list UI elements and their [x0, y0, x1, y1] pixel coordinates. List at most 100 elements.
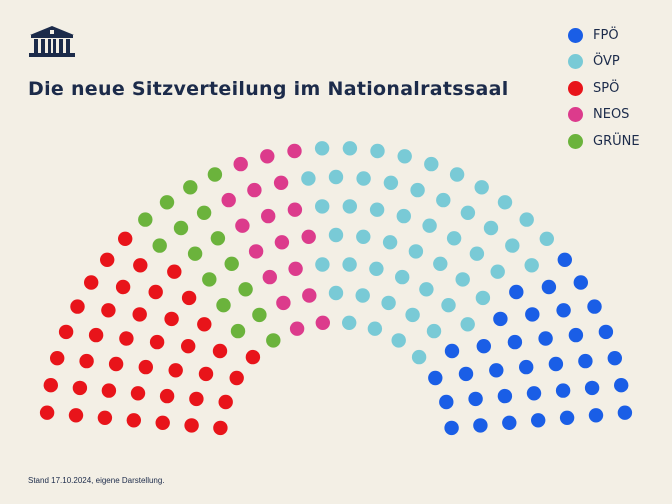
seat-övp	[315, 199, 330, 214]
seat-fpö	[458, 366, 474, 382]
seat-spö	[101, 303, 116, 318]
legend-label: ÖVP	[593, 54, 620, 70]
seat-fpö	[525, 307, 540, 322]
legend: FPÖ ÖVP SPÖ NEOS GRÜNE	[568, 22, 640, 155]
seat-grüne	[196, 205, 212, 220]
seat-övp	[383, 175, 399, 190]
legend-swatch	[568, 133, 583, 149]
seat-spö	[229, 370, 244, 386]
seat-grüne	[183, 180, 198, 195]
seat-grüne	[216, 298, 231, 313]
seat-övp	[441, 298, 456, 313]
seat-övp	[315, 257, 330, 272]
seat-grüne	[210, 231, 226, 246]
seat-neos	[261, 208, 276, 224]
parliament-building-icon	[29, 26, 75, 57]
seat-fpö	[439, 394, 454, 410]
seat-övp	[369, 202, 385, 217]
legend-item: FPÖ	[568, 22, 640, 49]
seat-neos	[274, 235, 290, 250]
seat-övp	[342, 199, 357, 214]
seat-övp	[446, 231, 462, 246]
seat-övp	[356, 229, 371, 244]
legend-item: NEOS	[568, 102, 640, 129]
seat-övp	[519, 212, 534, 227]
seat-fpö	[476, 339, 491, 354]
seat-spö	[213, 420, 228, 436]
seat-övp	[436, 192, 451, 208]
seat-fpö	[468, 391, 483, 407]
seat-spö	[149, 334, 165, 350]
legend-label: NEOS	[593, 107, 630, 123]
seat-fpö	[493, 311, 508, 327]
seat-spö	[212, 343, 228, 359]
seat-spö	[58, 324, 74, 340]
seat-grüne	[159, 195, 175, 210]
seat-fpö	[557, 252, 572, 267]
seat-neos	[262, 269, 277, 285]
seat-övp	[328, 227, 344, 243]
legend-label: SPÖ	[593, 80, 620, 96]
seat-övp	[505, 238, 520, 253]
seat-spö	[50, 351, 65, 366]
legend-swatch	[568, 27, 583, 43]
seat-spö	[133, 258, 148, 273]
seat-fpö	[507, 334, 523, 350]
seat-fpö	[526, 386, 542, 401]
seat-övp	[397, 149, 412, 164]
seat-spö	[68, 408, 84, 423]
legend-item: ÖVP	[568, 49, 640, 76]
seat-spö	[189, 391, 204, 407]
seat-övp	[410, 182, 425, 198]
seat-fpö	[573, 275, 588, 290]
seat-spö	[181, 290, 197, 306]
seat-spö	[70, 299, 85, 314]
seat-övp	[342, 257, 357, 272]
seat-fpö	[584, 380, 600, 396]
seat-spö	[108, 356, 124, 372]
seat-spö	[155, 415, 170, 430]
seat-övp	[391, 333, 406, 348]
seat-övp	[474, 180, 489, 195]
seat-neos	[287, 143, 302, 159]
seat-fpö	[556, 303, 571, 318]
page-title: Die neue Sitzverteilung im Nationalratss…	[28, 78, 509, 100]
seat-grüne	[252, 307, 267, 323]
seat-neos	[221, 192, 236, 208]
seat-spö	[119, 331, 134, 346]
seat-fpö	[509, 284, 524, 300]
seat-neos	[289, 321, 305, 336]
seat-spö	[115, 279, 131, 295]
seat-spö	[159, 388, 175, 404]
seat-övp	[422, 218, 437, 233]
seat-övp	[449, 167, 465, 182]
seat-spö	[181, 339, 196, 354]
seat-grüne	[266, 333, 281, 348]
seat-övp	[539, 231, 554, 246]
legend-label: GRÜNE	[593, 133, 640, 149]
seat-övp	[314, 141, 330, 156]
seat-övp	[408, 244, 424, 259]
seat-fpö	[444, 343, 460, 359]
seat-grüne	[230, 323, 246, 339]
seat-övp	[455, 272, 470, 287]
seat-övp	[356, 171, 371, 186]
seat-grüne	[152, 238, 167, 253]
seat-övp	[328, 285, 344, 301]
seat-neos	[302, 288, 317, 303]
legend-swatch	[568, 80, 583, 96]
seat-spö	[101, 383, 117, 398]
seat-fpö	[578, 353, 593, 369]
legend-label: FPÖ	[593, 27, 619, 43]
seat-fpö	[617, 405, 633, 420]
seat-neos	[235, 218, 250, 233]
seat-övp	[419, 282, 434, 297]
seat-spö	[184, 418, 199, 433]
seat-övp	[405, 307, 420, 323]
seat-spö	[197, 317, 212, 332]
seat-fpö	[531, 413, 546, 428]
seat-fpö	[588, 408, 604, 423]
seat-spö	[130, 386, 146, 401]
seat-neos	[273, 175, 289, 190]
seat-övp	[460, 205, 476, 220]
